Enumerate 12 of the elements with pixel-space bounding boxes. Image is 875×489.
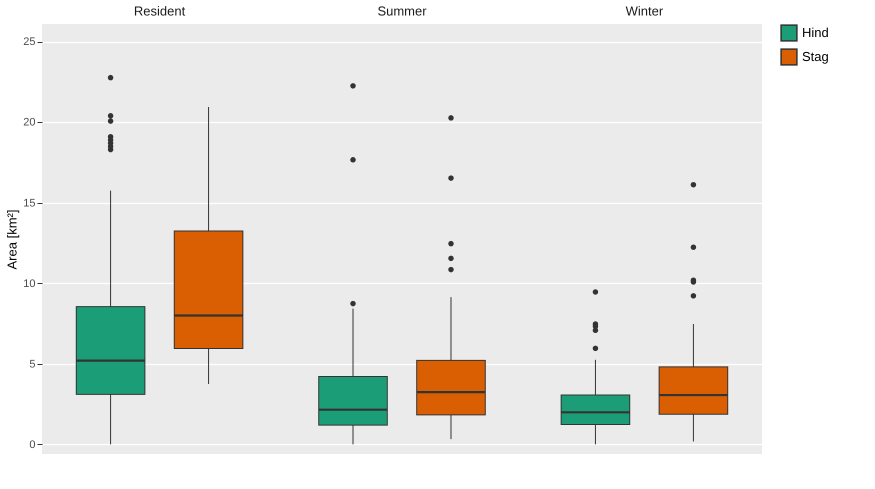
x-tick-label: Winter: [626, 4, 664, 18]
y-tick-label: 15: [23, 197, 36, 210]
legend-label: Stag: [802, 49, 829, 64]
y-axis-title: Area [km²]: [4, 210, 20, 270]
y-tick-label: 0: [29, 438, 36, 451]
x-tick-label: Summer: [377, 4, 428, 18]
x-tick-label: Resident: [134, 4, 186, 18]
legend-label: Hind: [802, 25, 829, 40]
y-tick-label: 25: [23, 36, 36, 48]
y-tick-label: 20: [23, 116, 36, 129]
y-tick-label: 5: [29, 358, 36, 370]
y-tick-label: 10: [23, 278, 36, 290]
